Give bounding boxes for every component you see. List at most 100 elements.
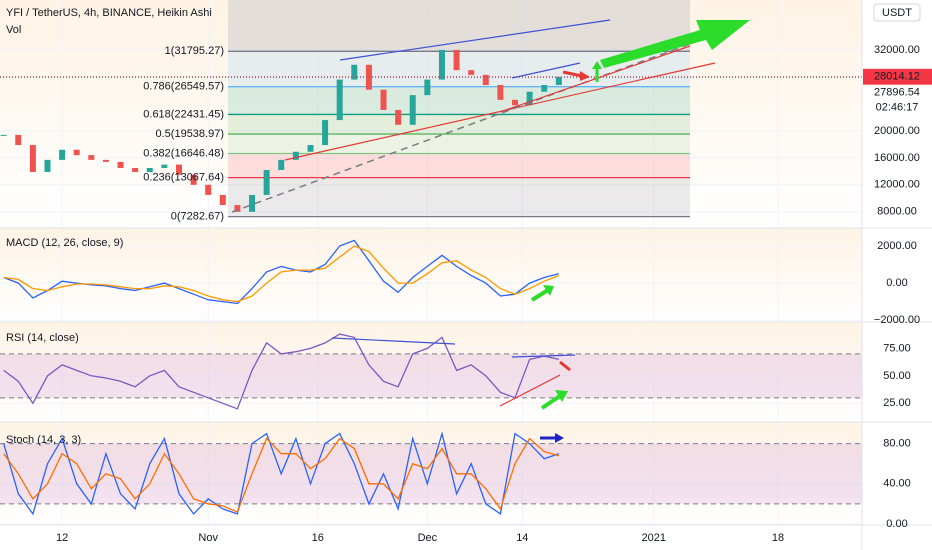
trend-line [511, 62, 581, 79]
candle [380, 89, 387, 110]
candle [132, 167, 139, 173]
candle [336, 79, 343, 121]
indicator-title: Stoch (14, 3, 3) [6, 434, 81, 446]
indicator-line [3, 239, 559, 305]
price-tag-label: 27896.54 [874, 87, 920, 99]
arrow [555, 433, 564, 443]
candle [0, 134, 7, 136]
candle [161, 164, 168, 168]
arrow [600, 20, 750, 68]
candle [395, 109, 402, 125]
indicator-title: MACD (12, 26, close, 9) [6, 237, 123, 249]
fib-label: 0.382(16646.48) [143, 147, 224, 159]
price-tag-label: 28014.12 [874, 71, 920, 83]
pane-bg [0, 422, 862, 525]
fib-label: 0(7282.67) [171, 211, 224, 223]
arrow [559, 360, 571, 372]
y-tick-label: 80.00 [883, 438, 911, 450]
price-tag [863, 84, 932, 101]
y-tick-label: 8000.00 [877, 206, 917, 218]
trend-line [499, 374, 561, 407]
fib-label: 1(31795.27) [165, 45, 224, 57]
trend-line [511, 354, 576, 358]
pane-bg [0, 228, 862, 322]
fib-zone [228, 153, 690, 178]
candle [482, 74, 489, 85]
y-tick-label: 16000.00 [874, 152, 920, 164]
volume-label: Vol [6, 24, 21, 36]
fib-zone [228, 0, 690, 52]
candle [249, 194, 256, 212]
candle [512, 99, 519, 106]
countdown: 02:46:17 [876, 102, 919, 114]
indicator-line [3, 245, 560, 303]
trend-line [339, 19, 611, 61]
arrow [555, 390, 568, 402]
fib-label: 0.618(22431.45) [143, 108, 224, 120]
x-tick-label: Nov [198, 532, 218, 544]
candle [322, 120, 329, 146]
candle [59, 149, 66, 160]
candle [541, 84, 548, 92]
y-tick-label: 40.00 [883, 478, 911, 490]
candle [146, 167, 153, 173]
candle [175, 164, 182, 175]
arrow [562, 70, 583, 78]
candle [219, 194, 226, 206]
y-tick-label: 25.00 [883, 397, 911, 409]
candle [292, 151, 299, 160]
y-tick-label: 20000.00 [874, 125, 920, 137]
unit-box[interactable] [873, 3, 921, 22]
fib-zone [228, 177, 690, 217]
y-tick-label: 2000.00 [877, 240, 917, 252]
x-tick-label: 18 [772, 532, 784, 544]
band [0, 353, 862, 398]
trend-line [331, 337, 456, 345]
candle [555, 76, 562, 85]
y-tick-label: 50.00 [883, 370, 911, 382]
candle [497, 84, 504, 100]
candle [365, 64, 372, 90]
fib-zone [228, 133, 690, 154]
chart-title: YFI / TetherUS, 4h, BINANCE, Heikin Ashi [6, 7, 212, 19]
x-tick-label: Dec [418, 532, 438, 544]
candle [234, 205, 241, 212]
candle [453, 49, 460, 71]
drawings [231, 19, 750, 443]
candle [102, 159, 109, 162]
y-tick-label: −2000.00 [874, 314, 920, 326]
candle [117, 161, 124, 168]
indicator-line [3, 333, 559, 410]
candle [263, 169, 270, 195]
candle [205, 184, 212, 195]
arrow [530, 288, 550, 302]
price-tag [863, 68, 932, 85]
candle [424, 79, 431, 96]
arrow [543, 285, 554, 296]
candle [278, 159, 285, 170]
arrow [592, 61, 602, 69]
indicator-title: RSI (14, close) [6, 332, 79, 344]
x-tick-label: 2021 [642, 532, 666, 544]
fib-label: 0.236(13067.64) [143, 172, 224, 184]
fib-zone [228, 114, 690, 134]
y-tick-label: 12000.00 [874, 179, 920, 191]
candle [15, 134, 22, 146]
y-tick-label: 75.00 [883, 342, 911, 354]
candle [409, 95, 416, 125]
candle [438, 49, 445, 80]
arrow [540, 394, 562, 410]
x-tick-label: 14 [516, 532, 528, 544]
candle [351, 64, 358, 80]
candle [88, 155, 95, 160]
band [0, 443, 862, 504]
candle [307, 145, 314, 152]
fib-label: 0.5(19538.97) [156, 128, 225, 140]
indicator-line [3, 437, 559, 513]
candle [44, 159, 51, 173]
pane-bg [0, 322, 862, 422]
x-tick-label: 16 [312, 532, 324, 544]
y-tick-label: 32000.00 [874, 44, 920, 56]
trend-line [231, 41, 696, 213]
